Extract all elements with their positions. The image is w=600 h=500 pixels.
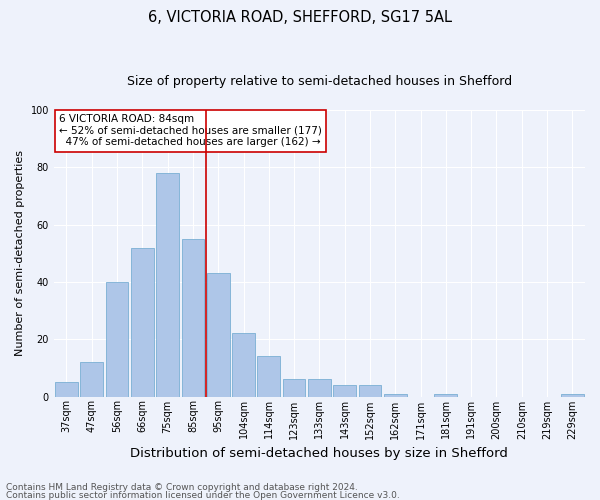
Y-axis label: Number of semi-detached properties: Number of semi-detached properties: [15, 150, 25, 356]
Text: Contains public sector information licensed under the Open Government Licence v3: Contains public sector information licen…: [6, 490, 400, 500]
Text: 6, VICTORIA ROAD, SHEFFORD, SG17 5AL: 6, VICTORIA ROAD, SHEFFORD, SG17 5AL: [148, 10, 452, 25]
Bar: [55, 382, 78, 396]
Bar: [561, 394, 584, 396]
Bar: [106, 282, 128, 397]
Bar: [384, 394, 407, 396]
X-axis label: Distribution of semi-detached houses by size in Shefford: Distribution of semi-detached houses by …: [130, 447, 508, 460]
Bar: [207, 274, 230, 396]
Bar: [359, 385, 382, 396]
Bar: [131, 248, 154, 396]
Bar: [80, 362, 103, 396]
Text: Contains HM Land Registry data © Crown copyright and database right 2024.: Contains HM Land Registry data © Crown c…: [6, 484, 358, 492]
Bar: [182, 239, 205, 396]
Bar: [232, 334, 255, 396]
Bar: [334, 385, 356, 396]
Bar: [156, 173, 179, 396]
Bar: [283, 380, 305, 396]
Title: Size of property relative to semi-detached houses in Shefford: Size of property relative to semi-detach…: [127, 75, 512, 88]
Bar: [257, 356, 280, 397]
Bar: [308, 380, 331, 396]
Bar: [434, 394, 457, 396]
Text: 6 VICTORIA ROAD: 84sqm
← 52% of semi-detached houses are smaller (177)
  47% of : 6 VICTORIA ROAD: 84sqm ← 52% of semi-det…: [59, 114, 322, 148]
